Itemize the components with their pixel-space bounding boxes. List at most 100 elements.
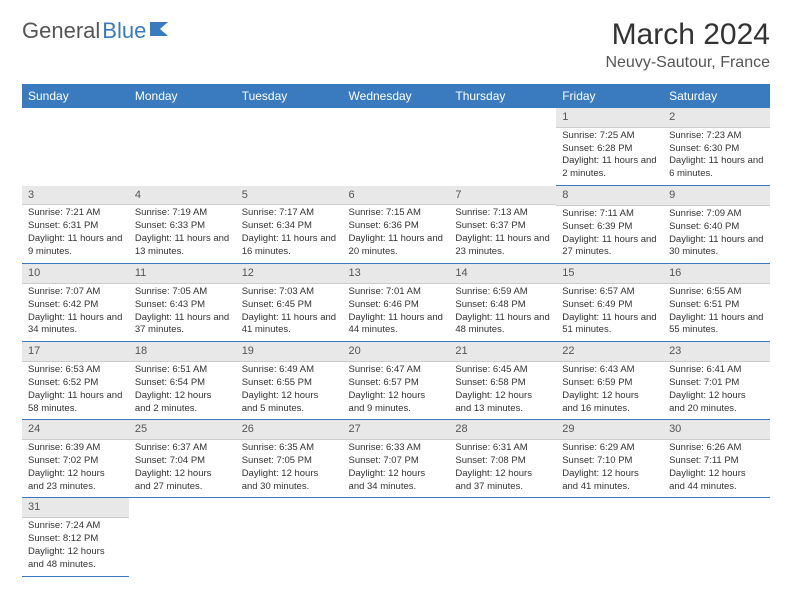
daylight-text: Daylight: 12 hours and 34 minutes. xyxy=(349,468,444,494)
day-details: Sunrise: 6:51 AMSunset: 6:54 PMDaylight:… xyxy=(129,362,236,419)
day-number: 1 xyxy=(556,108,663,128)
sunrise-text: Sunrise: 6:31 AM xyxy=(455,442,550,455)
daylight-text: Daylight: 12 hours and 27 minutes. xyxy=(135,468,230,494)
day-details: Sunrise: 7:13 AMSunset: 6:37 PMDaylight:… xyxy=(449,205,556,262)
calendar-cell: 10Sunrise: 7:07 AMSunset: 6:42 PMDayligh… xyxy=(22,264,129,342)
day-number: 28 xyxy=(449,420,556,440)
daylight-text: Daylight: 12 hours and 30 minutes. xyxy=(242,468,337,494)
day-details: Sunrise: 7:24 AMSunset: 8:12 PMDaylight:… xyxy=(22,518,129,575)
day-number: 10 xyxy=(22,264,129,284)
day-number: 26 xyxy=(236,420,343,440)
calendar-cell: 25Sunrise: 6:37 AMSunset: 7:04 PMDayligh… xyxy=(129,420,236,498)
day-details: Sunrise: 6:41 AMSunset: 7:01 PMDaylight:… xyxy=(663,362,770,419)
day-details: Sunrise: 6:29 AMSunset: 7:10 PMDaylight:… xyxy=(556,440,663,497)
day-header: Tuesday xyxy=(236,84,343,108)
sunrise-text: Sunrise: 7:15 AM xyxy=(349,207,444,220)
sunset-text: Sunset: 6:37 PM xyxy=(455,220,550,233)
sunset-text: Sunset: 6:57 PM xyxy=(349,377,444,390)
day-details: Sunrise: 7:21 AMSunset: 6:31 PMDaylight:… xyxy=(22,205,129,262)
day-details: Sunrise: 6:53 AMSunset: 6:52 PMDaylight:… xyxy=(22,362,129,419)
daylight-text: Daylight: 11 hours and 2 minutes. xyxy=(562,155,657,181)
day-number: 2 xyxy=(663,108,770,128)
calendar-cell: 1Sunrise: 7:25 AMSunset: 6:28 PMDaylight… xyxy=(556,108,663,186)
calendar-cell: 8Sunrise: 7:11 AMSunset: 6:39 PMDaylight… xyxy=(556,186,663,264)
sunset-text: Sunset: 6:52 PM xyxy=(28,377,123,390)
day-number: 5 xyxy=(236,186,343,206)
calendar-cell xyxy=(449,108,556,186)
day-header: Sunday xyxy=(22,84,129,108)
day-number: 9 xyxy=(663,186,770,206)
daylight-text: Daylight: 11 hours and 34 minutes. xyxy=(28,312,123,338)
day-number: 15 xyxy=(556,264,663,284)
day-number: 8 xyxy=(556,186,663,206)
daylight-text: Daylight: 12 hours and 9 minutes. xyxy=(349,390,444,416)
sunset-text: Sunset: 7:07 PM xyxy=(349,455,444,468)
sunset-text: Sunset: 6:54 PM xyxy=(135,377,230,390)
calendar-cell: 5Sunrise: 7:17 AMSunset: 6:34 PMDaylight… xyxy=(236,186,343,264)
daylight-text: Daylight: 12 hours and 44 minutes. xyxy=(669,468,764,494)
sunrise-text: Sunrise: 6:39 AM xyxy=(28,442,123,455)
daylight-text: Daylight: 12 hours and 23 minutes. xyxy=(28,468,123,494)
calendar-cell: 11Sunrise: 7:05 AMSunset: 6:43 PMDayligh… xyxy=(129,264,236,342)
day-details: Sunrise: 6:31 AMSunset: 7:08 PMDaylight:… xyxy=(449,440,556,497)
sunset-text: Sunset: 6:46 PM xyxy=(349,299,444,312)
day-header: Saturday xyxy=(663,84,770,108)
sunrise-text: Sunrise: 7:23 AM xyxy=(669,130,764,143)
day-number: 17 xyxy=(22,342,129,362)
day-details: Sunrise: 6:39 AMSunset: 7:02 PMDaylight:… xyxy=(22,440,129,497)
sunset-text: Sunset: 8:12 PM xyxy=(28,533,123,546)
daylight-text: Daylight: 12 hours and 2 minutes. xyxy=(135,390,230,416)
day-details: Sunrise: 6:43 AMSunset: 6:59 PMDaylight:… xyxy=(556,362,663,419)
day-details: Sunrise: 6:55 AMSunset: 6:51 PMDaylight:… xyxy=(663,284,770,341)
daylight-text: Daylight: 11 hours and 20 minutes. xyxy=(349,233,444,259)
calendar-cell xyxy=(556,498,663,576)
daylight-text: Daylight: 11 hours and 51 minutes. xyxy=(562,312,657,338)
day-number: 30 xyxy=(663,420,770,440)
calendar-cell xyxy=(236,498,343,576)
sunset-text: Sunset: 7:05 PM xyxy=(242,455,337,468)
sunrise-text: Sunrise: 7:13 AM xyxy=(455,207,550,220)
sunrise-text: Sunrise: 6:41 AM xyxy=(669,364,764,377)
day-number: 11 xyxy=(129,264,236,284)
day-header: Wednesday xyxy=(343,84,450,108)
day-number: 12 xyxy=(236,264,343,284)
day-number: 16 xyxy=(663,264,770,284)
day-details: Sunrise: 6:35 AMSunset: 7:05 PMDaylight:… xyxy=(236,440,343,497)
day-number: 25 xyxy=(129,420,236,440)
calendar-cell: 22Sunrise: 6:43 AMSunset: 6:59 PMDayligh… xyxy=(556,342,663,420)
sunrise-text: Sunrise: 6:55 AM xyxy=(669,286,764,299)
sunrise-text: Sunrise: 6:47 AM xyxy=(349,364,444,377)
day-number: 18 xyxy=(129,342,236,362)
day-details: Sunrise: 7:19 AMSunset: 6:33 PMDaylight:… xyxy=(129,205,236,262)
day-header: Thursday xyxy=(449,84,556,108)
day-details: Sunrise: 7:11 AMSunset: 6:39 PMDaylight:… xyxy=(556,206,663,263)
calendar-cell xyxy=(129,498,236,576)
day-details: Sunrise: 6:37 AMSunset: 7:04 PMDaylight:… xyxy=(129,440,236,497)
sunrise-text: Sunrise: 7:21 AM xyxy=(28,207,123,220)
sunrise-text: Sunrise: 6:37 AM xyxy=(135,442,230,455)
calendar-cell xyxy=(663,498,770,576)
day-number: 21 xyxy=(449,342,556,362)
daylight-text: Daylight: 12 hours and 37 minutes. xyxy=(455,468,550,494)
day-number: 29 xyxy=(556,420,663,440)
calendar-cell: 29Sunrise: 6:29 AMSunset: 7:10 PMDayligh… xyxy=(556,420,663,498)
calendar-cell xyxy=(449,498,556,576)
daylight-text: Daylight: 12 hours and 41 minutes. xyxy=(562,468,657,494)
calendar-cell: 18Sunrise: 6:51 AMSunset: 6:54 PMDayligh… xyxy=(129,342,236,420)
day-details: Sunrise: 7:23 AMSunset: 6:30 PMDaylight:… xyxy=(663,128,770,185)
daylight-text: Daylight: 12 hours and 5 minutes. xyxy=(242,390,337,416)
day-details: Sunrise: 6:45 AMSunset: 6:58 PMDaylight:… xyxy=(449,362,556,419)
calendar-cell: 28Sunrise: 6:31 AMSunset: 7:08 PMDayligh… xyxy=(449,420,556,498)
calendar-table: SundayMondayTuesdayWednesdayThursdayFrid… xyxy=(22,84,770,577)
calendar-cell: 19Sunrise: 6:49 AMSunset: 6:55 PMDayligh… xyxy=(236,342,343,420)
calendar-cell: 31Sunrise: 7:24 AMSunset: 8:12 PMDayligh… xyxy=(22,498,129,576)
sunset-text: Sunset: 6:28 PM xyxy=(562,143,657,156)
daylight-text: Daylight: 11 hours and 48 minutes. xyxy=(455,312,550,338)
sunrise-text: Sunrise: 6:26 AM xyxy=(669,442,764,455)
day-number: 14 xyxy=(449,264,556,284)
sunset-text: Sunset: 7:01 PM xyxy=(669,377,764,390)
day-details: Sunrise: 6:57 AMSunset: 6:49 PMDaylight:… xyxy=(556,284,663,341)
sunset-text: Sunset: 6:59 PM xyxy=(562,377,657,390)
day-header: Friday xyxy=(556,84,663,108)
flag-icon xyxy=(150,20,172,43)
